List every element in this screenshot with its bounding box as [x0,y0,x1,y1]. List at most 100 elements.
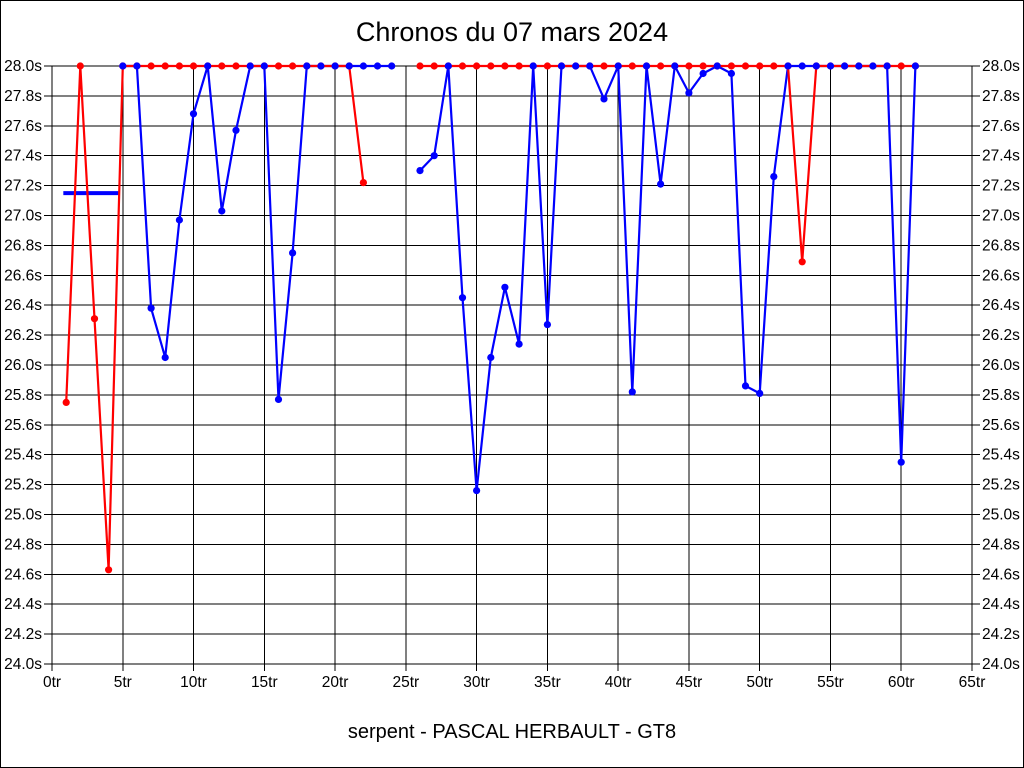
y-tick-label-left: 27.8s [4,88,42,105]
blue-marker [232,126,240,134]
red-marker [657,62,665,70]
blue-marker [614,62,622,70]
blue-marker [685,89,693,97]
red-marker [90,315,99,323]
red-marker [543,62,552,70]
blue-marker [204,62,212,70]
y-tick-label-right: 26.0s [982,357,1020,374]
x-tick-label: 5tr [114,674,132,691]
y-tick-label-right: 27.6s [982,118,1020,135]
blue-marker [317,62,325,70]
red-marker [289,62,297,70]
red-marker [487,62,495,70]
blue-marker [770,173,778,181]
blue-marker [246,62,254,70]
blue-marker [812,62,820,70]
blue-marker [359,62,367,70]
x-tick-label: 45tr [676,674,703,691]
y-tick-label-right: 25.2s [982,477,1020,494]
x-tick-label: 55tr [817,674,844,691]
red-marker [756,62,764,70]
blue-marker [869,62,877,70]
blue-marker [657,180,665,188]
y-tick-label-right: 27.2s [982,178,1020,195]
y-tick-label-left: 25.2s [4,477,42,494]
y-tick-label-left: 26.0s [4,357,42,374]
blue-marker [741,382,750,390]
y-tick-label-right: 28.0s [982,58,1020,75]
blue-marker [543,321,552,329]
red-marker [515,62,523,70]
grid [44,65,980,671]
x-tick-label: 65tr [959,674,986,691]
x-tick-label: 10tr [180,674,207,691]
red-marker [416,62,424,70]
red-marker [501,62,509,70]
blue-marker [642,62,651,70]
y-tick-label-left: 28.0s [4,58,42,75]
y-tick-label-right: 24.6s [982,566,1020,583]
blue-marker [430,152,438,160]
y-tick-label-left: 26.4s [4,297,42,314]
x-tick-label: 40tr [605,674,632,691]
x-tick-label: 15tr [251,674,278,691]
blue-marker [175,216,183,224]
y-tick-label-left: 24.0s [4,656,42,673]
red-marker [189,62,198,70]
y-tick-label-right: 24.8s [982,536,1020,553]
blue-marker [289,249,297,257]
y-tick-label-left: 24.8s [4,536,42,553]
blue-marker [260,62,268,70]
blue-series-markers [119,62,920,495]
blue-marker [855,62,863,70]
y-tick-label-left: 25.4s [4,447,42,464]
red-marker [473,62,481,70]
x-tick-label: 25tr [392,674,419,691]
y-tick-label-right: 24.4s [982,596,1020,613]
blue-marker [784,62,792,70]
y-tick-label-left: 24.2s [4,626,42,643]
blue-marker [883,62,891,70]
blue-marker [897,458,905,466]
y-tick-label-right: 27.4s [982,148,1020,165]
y-tick-label-right: 25.8s [982,387,1020,404]
red-marker [741,62,750,70]
y-tick-label-right: 26.8s [982,237,1020,254]
blue-series-line [121,64,917,492]
y-tick-label-right: 27.0s [982,208,1020,225]
blue-marker [756,389,764,397]
y-tick-label-left: 26.8s [4,237,42,254]
y-tick-label-left: 26.6s [4,267,42,284]
blue-marker [628,388,636,396]
blue-marker [529,62,537,70]
y-tick-label-right: 26.6s [982,267,1020,284]
axis-labels: 28.0s 28.0s 27.8s 27.8s 27.6s 27.6s 27.4s 27.4s… [4,58,1020,691]
red-marker [699,62,707,70]
blue-marker [303,62,311,70]
blue-marker [487,353,495,362]
blue-marker [727,69,736,78]
red-marker [105,566,113,574]
blue-marker [218,207,226,215]
y-tick-label-right: 25.4s [982,447,1020,464]
blue-marker [841,62,849,70]
blue-marker [501,283,509,291]
red-marker [727,62,736,70]
y-tick-label-left: 24.6s [4,566,42,583]
y-tick-label-left: 27.2s [4,178,42,195]
blue-marker [911,62,920,70]
blue-marker [274,395,283,403]
blue-marker [189,110,198,118]
x-tick-label: 60tr [888,674,915,691]
y-tick-label-left: 26.2s [4,327,42,344]
x-tick-label: 35tr [534,674,561,691]
red-marker [147,62,155,70]
red-marker [458,62,467,70]
red-marker [770,62,778,70]
y-tick-label-right: 25.0s [982,507,1020,524]
blue-marker [600,95,608,103]
chart-title: Chronos du 07 mars 2024 [355,17,669,47]
red-marker [359,179,367,187]
